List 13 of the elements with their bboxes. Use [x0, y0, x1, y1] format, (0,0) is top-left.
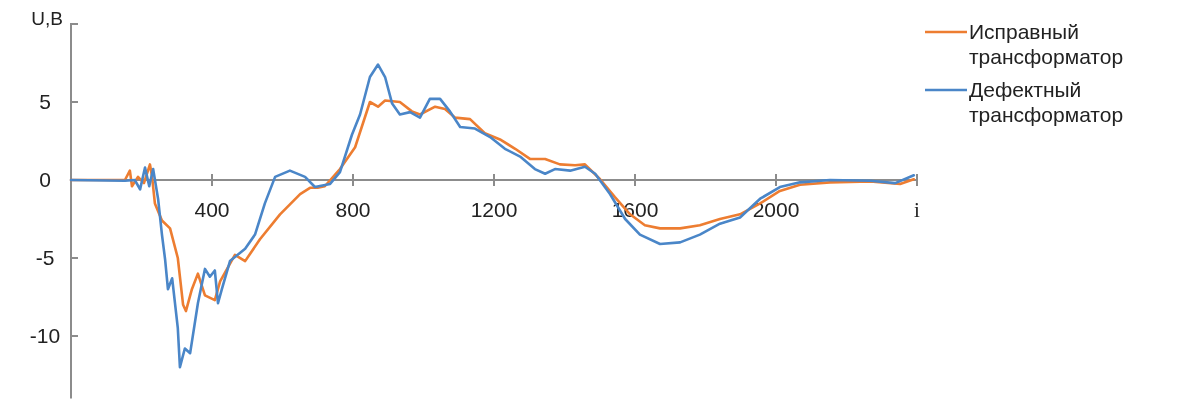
y-tick-label: -10 [29, 324, 61, 347]
x-tick-label: 400 [194, 198, 230, 221]
x-tick-label: 2000 [752, 198, 800, 221]
legend-label: Исправный трансформатор [969, 20, 1124, 68]
y-tick-label: 5 [39, 90, 51, 113]
y-tick-label: 0 [39, 168, 51, 191]
y-axis-title: U,B [31, 8, 63, 29]
legend-label: Дефектный трансформатор [969, 78, 1124, 126]
x-tick-label: 1200 [470, 198, 518, 221]
x-axis-title: i [914, 198, 921, 222]
x-tick-label: 800 [335, 198, 371, 221]
y-tick-label: -5 [35, 246, 55, 269]
line-series [69, 63, 916, 369]
